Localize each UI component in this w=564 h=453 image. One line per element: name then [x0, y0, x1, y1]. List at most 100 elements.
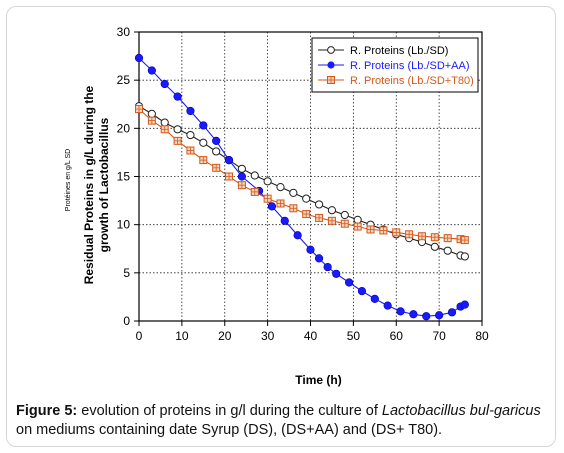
caption-label: Figure 5: [16, 403, 78, 419]
data-point-square [289, 204, 298, 213]
x-tick-label: 0 [136, 329, 143, 343]
x-tick-label: 30 [261, 329, 275, 343]
data-point-square [237, 181, 246, 190]
data-point-filled [306, 245, 315, 254]
data-point-filled [409, 310, 418, 319]
y-tick-label: 30 [117, 25, 131, 39]
x-axis-label: Time (h) [295, 373, 341, 387]
y-tick-label: 25 [117, 73, 131, 87]
data-point-open [302, 194, 311, 203]
data-point-filled [383, 301, 392, 310]
data-point-square [302, 210, 311, 219]
x-tick-label: 10 [175, 329, 189, 343]
data-point-square [173, 136, 182, 145]
figure-caption: Figure 5: evolution of proteins in g/l d… [16, 402, 548, 440]
data-point-open [460, 252, 469, 261]
legend-label: R. Proteins (Lb./SD+T80) [350, 75, 474, 87]
data-point-open [314, 200, 324, 209]
data-point-open [160, 118, 169, 127]
data-point-open [212, 147, 221, 156]
data-point-square [327, 216, 336, 225]
data-point-filled [212, 136, 221, 145]
data-point-filled [293, 231, 302, 240]
data-point-filled [186, 106, 195, 116]
data-point-square [460, 236, 469, 245]
data-point-open [147, 109, 156, 118]
legend-label: R. Proteins (Lb./SD+AA) [350, 60, 470, 72]
caption-text-2: on mediums containing date Syrup (DS), (… [16, 422, 443, 438]
data-point-square [186, 146, 195, 155]
x-tick-label: 70 [432, 329, 446, 343]
data-point-open [353, 215, 362, 224]
data-point-filled [422, 312, 431, 321]
data-point-square [212, 163, 221, 172]
data-point-square [147, 116, 156, 125]
data-point-open [237, 164, 246, 173]
x-tick-label: 80 [475, 329, 489, 343]
y-axis-secondary-label: Protéines en g/L SD [65, 149, 72, 211]
data-point-filled [160, 79, 169, 89]
data-point-open [443, 246, 452, 255]
data-point-square [366, 225, 375, 234]
data-point-filled [280, 216, 289, 225]
data-point-square [353, 222, 362, 231]
data-point-square [379, 226, 388, 235]
data-point-open [289, 188, 298, 197]
plot-border [138, 31, 483, 322]
data-point-filled [396, 307, 405, 316]
data-point-square [135, 105, 143, 114]
data-point-filled [199, 121, 208, 130]
data-point-filled [447, 308, 457, 317]
series-line [138, 57, 466, 317]
data-point-square [276, 199, 285, 208]
y-tick-label: 0 [123, 314, 130, 328]
data-point-square [392, 228, 401, 237]
x-tick-label: 40 [304, 329, 318, 343]
data-point-square [263, 194, 272, 203]
caption-species: Lactobacillus bul-garicus [381, 403, 541, 419]
y-tick-label: 20 [117, 121, 131, 135]
data-point-square [225, 172, 234, 181]
x-tick-label: 60 [390, 329, 404, 343]
data-point-filled [332, 269, 341, 278]
legend-label: R. Proteins (Lb./SD) [350, 45, 448, 57]
data-point-filled [460, 300, 469, 309]
data-point-square [315, 213, 324, 222]
data-point-square [160, 125, 169, 134]
x-tick-label: 50 [347, 329, 361, 343]
data-point-square [405, 230, 414, 239]
data-point-open [276, 182, 285, 192]
data-point-open [263, 177, 272, 186]
data-point-square [417, 232, 426, 241]
y-tick-label: 10 [117, 218, 131, 232]
data-point-square [340, 219, 349, 228]
y-axis-label-line1: Residual Proteins in g/L during the [82, 85, 96, 284]
data-point-square [199, 156, 208, 165]
data-point-square [430, 233, 439, 242]
data-point-filled [237, 172, 246, 181]
data-point-open [186, 130, 195, 140]
data-point-filled [435, 311, 444, 320]
data-point-filled [147, 66, 156, 75]
line-chart: 0 10 20 30 40 50 60 70 80 0 5 10 15 20 25 30 Time (h) Res… [65, 25, 489, 387]
data-point-filled [173, 92, 182, 101]
legend-marker-open [327, 46, 335, 54]
data-point-filled [344, 278, 354, 287]
caption-text-1: evolution of proteins in g/l during the … [77, 403, 382, 419]
data-point-square [250, 187, 259, 196]
data-point-open [430, 242, 439, 251]
data-point-filled [370, 294, 379, 303]
data-point-open [173, 125, 182, 134]
data-point-open [327, 206, 337, 215]
data-point-filled [323, 262, 332, 272]
data-point-open [199, 138, 208, 147]
data-point-filled [134, 53, 144, 63]
x-tick-label: 20 [218, 329, 232, 343]
legend-marker-filled [327, 61, 335, 69]
data-point-filled [357, 287, 367, 296]
data-point-filled [267, 202, 277, 211]
data-point-square [443, 234, 452, 243]
data-point-open [250, 171, 259, 180]
y-tick-label: 15 [117, 170, 131, 184]
data-point-filled [224, 156, 234, 165]
